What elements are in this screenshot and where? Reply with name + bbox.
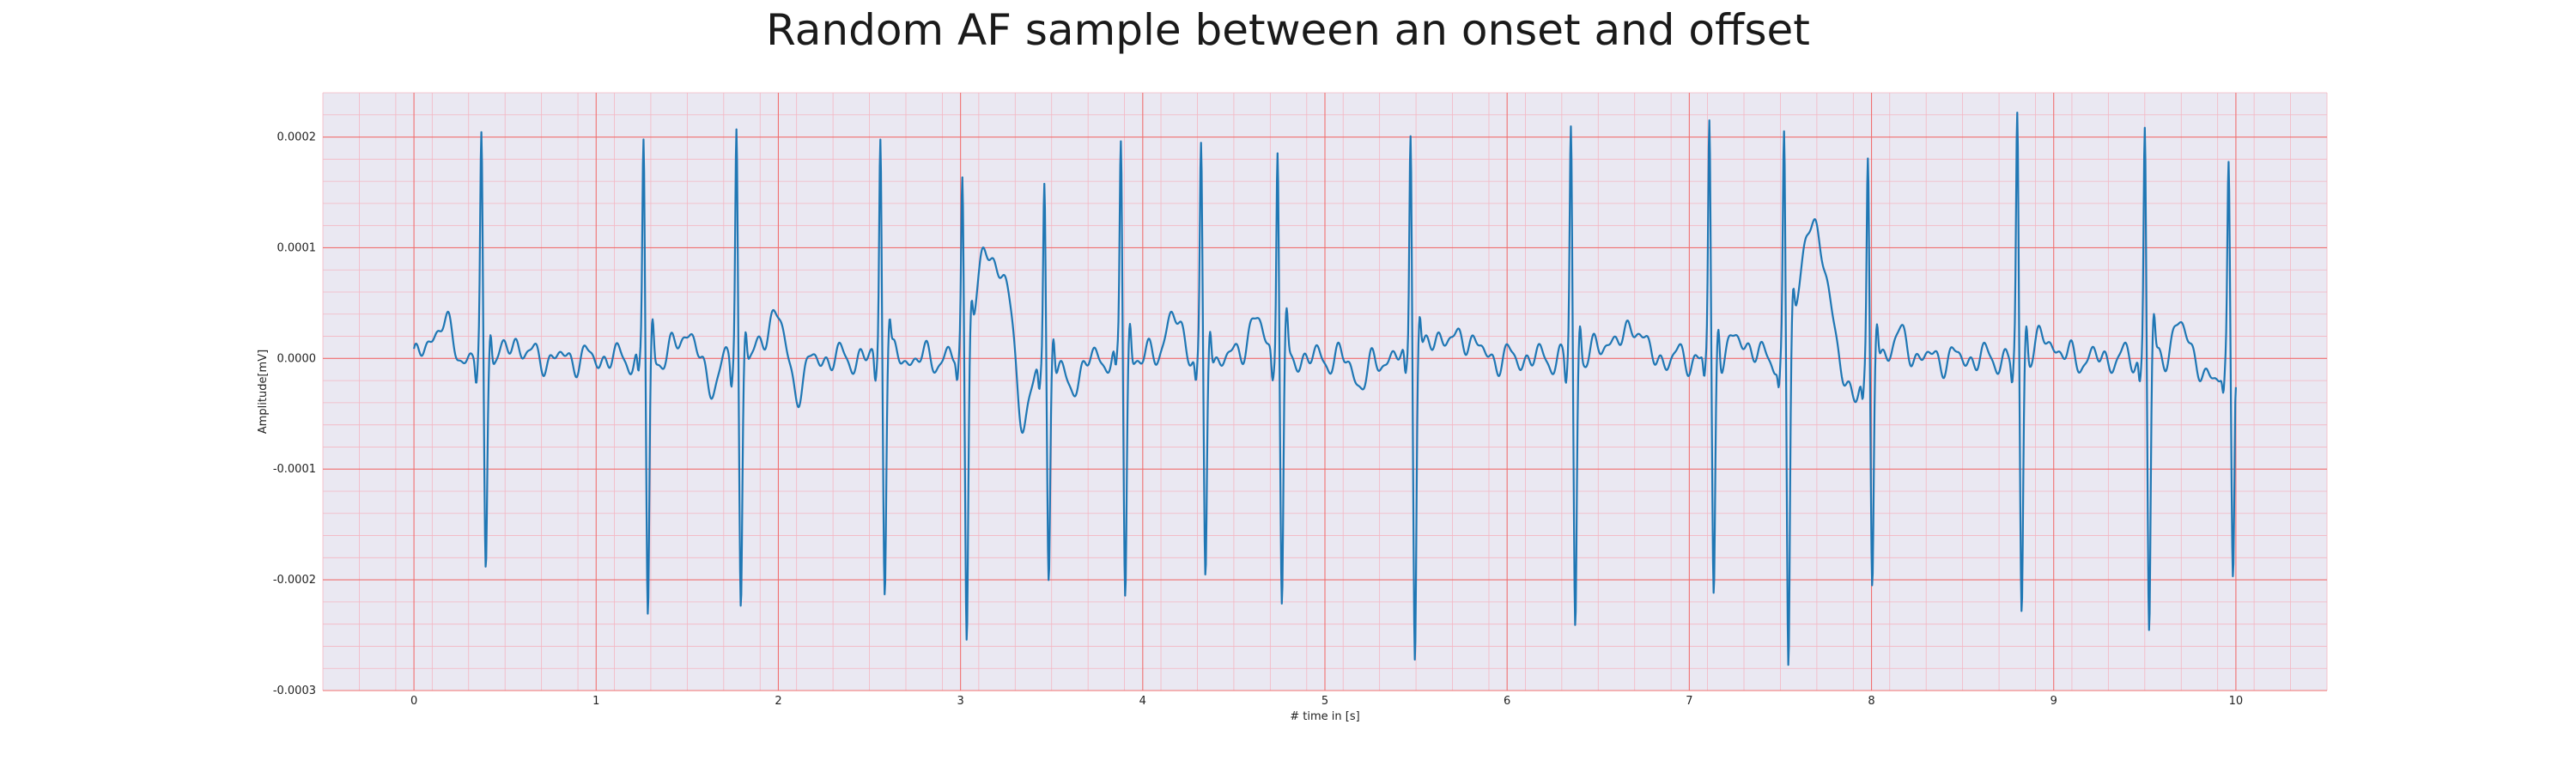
x-tick-label: 5 bbox=[1321, 695, 1328, 708]
x-tick-label: 2 bbox=[775, 695, 781, 708]
x-tick-label: 9 bbox=[2050, 695, 2057, 708]
x-tick-label: 0 bbox=[410, 695, 417, 708]
x-tick-label: 8 bbox=[1868, 695, 1874, 708]
x-tick-labels: 0 1 2 3 4 5 6 7 8 9 10 bbox=[410, 695, 2243, 708]
y-tick-label: 0.0001 bbox=[277, 241, 317, 254]
x-tick-label: 4 bbox=[1139, 695, 1146, 708]
chart-title: Random AF sample between an onset and of… bbox=[766, 5, 1810, 55]
x-tick-label: 6 bbox=[1504, 695, 1510, 708]
y-tick-label: -0.0003 bbox=[273, 685, 316, 697]
major-grid bbox=[323, 93, 2327, 691]
y-tick-labels: 0.0002 0.0001 0.0000 -0.0001 -0.0002 -0.0003 bbox=[273, 131, 316, 697]
y-tick-label: 0.0002 bbox=[277, 131, 317, 144]
x-tick-label: 3 bbox=[957, 695, 963, 708]
x-tick-label: 1 bbox=[592, 695, 599, 708]
y-tick-label: 0.0000 bbox=[277, 352, 317, 365]
x-tick-label: 10 bbox=[2229, 695, 2244, 708]
y-tick-label: -0.0001 bbox=[273, 463, 316, 476]
y-axis-label: Amplitude[mV] bbox=[257, 350, 270, 434]
y-tick-label: -0.0002 bbox=[273, 574, 316, 587]
x-axis-label: # time in [s] bbox=[1290, 710, 1359, 723]
x-tick-label: 7 bbox=[1686, 695, 1692, 708]
ecg-signal-line bbox=[413, 112, 2238, 666]
